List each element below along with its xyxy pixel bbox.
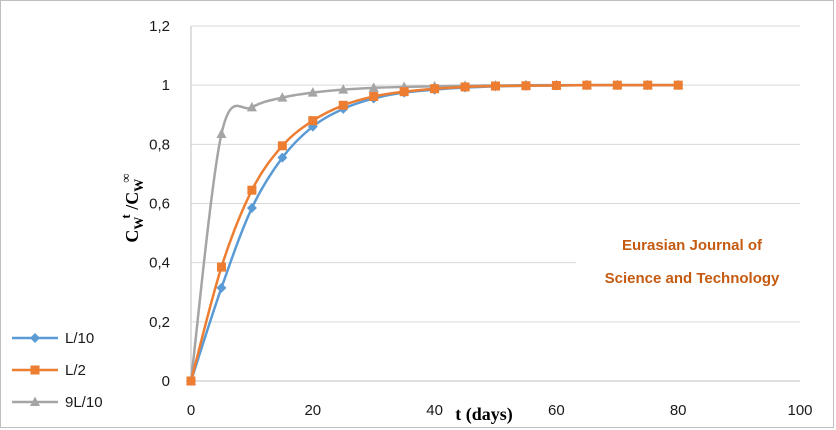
series-line	[189, 83, 679, 382]
legend-marker	[30, 333, 40, 343]
data-point	[216, 128, 227, 138]
data-point	[582, 80, 592, 90]
data-point	[246, 101, 257, 112]
data-point	[186, 376, 196, 386]
y-axis-title-text: CWt /CW∞	[118, 173, 146, 242]
x-tick-label: 80	[670, 402, 687, 419]
y-tick-label: 0,6	[149, 196, 170, 213]
data-point	[246, 202, 257, 213]
x-tick-labels: 0 20 40 60 80 100	[187, 402, 813, 419]
watermark-annotation: Eurasian Journal of Science and Technolog…	[605, 237, 780, 287]
x-tick-label: 60	[548, 402, 565, 419]
series-l-2	[186, 80, 683, 386]
y-tick-label: 0	[162, 373, 170, 390]
data-point	[673, 80, 683, 90]
y-tick-label: 0,4	[149, 255, 170, 272]
legend-entry: L/2	[12, 362, 86, 379]
data-point	[308, 116, 318, 126]
data-point	[399, 87, 409, 97]
data-point	[369, 91, 379, 101]
legend: L/10 L/2 9L/10	[12, 330, 103, 411]
legend-marker	[30, 365, 40, 375]
legend-label: L/2	[65, 362, 86, 379]
x-tick-label: 40	[426, 402, 443, 419]
data-point	[216, 262, 226, 272]
data-point	[612, 80, 622, 90]
legend-marker	[30, 396, 40, 406]
data-point	[277, 152, 288, 163]
data-point	[491, 81, 500, 91]
x-axis-title: t (days)	[455, 404, 513, 425]
data-point	[247, 185, 257, 195]
annotation-background	[576, 229, 806, 293]
data-point	[277, 141, 287, 151]
y-tick-label: 1,2	[149, 18, 170, 35]
y-axis-title: CWt /CW∞	[118, 173, 146, 242]
legend-label: 9L/10	[65, 394, 103, 411]
x-tick-label: 0	[187, 402, 195, 419]
data-point	[430, 84, 440, 94]
legend-entry: L/10	[12, 330, 94, 347]
x-tick-label: 100	[787, 402, 812, 419]
x-tick-label: 20	[304, 402, 321, 419]
y-tick-label: 0,8	[149, 136, 170, 153]
data-point	[643, 80, 653, 90]
data-point	[338, 84, 349, 94]
data-point	[216, 282, 227, 293]
annotation-line: Eurasian Journal of	[622, 237, 763, 254]
y-tick-labels: 0 0,2 0,4 0,6 0,8 1 1,2	[149, 18, 170, 390]
series-layer	[186, 79, 684, 386]
y-tick-label: 0,2	[149, 314, 170, 331]
data-point	[460, 82, 470, 92]
data-point	[307, 87, 318, 97]
data-point	[521, 81, 531, 91]
data-point	[338, 100, 348, 110]
data-point	[277, 92, 288, 102]
data-point	[368, 82, 379, 92]
legend-entry: 9L/10	[12, 394, 103, 411]
y-tick-label: 1	[162, 77, 170, 94]
axes	[190, 26, 800, 382]
data-point	[551, 80, 561, 90]
annotation-line: Science and Technology	[605, 270, 780, 287]
legend-label: L/10	[65, 330, 94, 347]
